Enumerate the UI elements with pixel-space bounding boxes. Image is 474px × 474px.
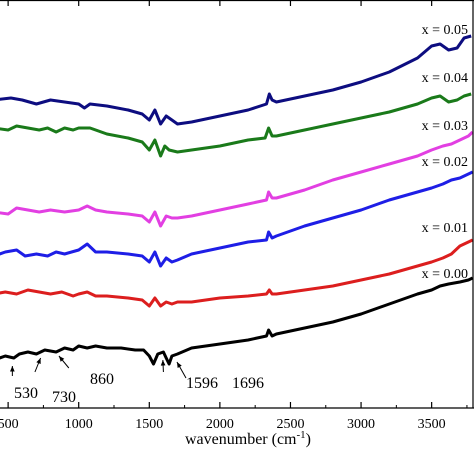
series-line <box>0 34 472 126</box>
annotation-arrowhead <box>36 358 41 364</box>
x-tick-label: 1500 <box>135 417 163 432</box>
annotation-arrowhead <box>160 360 166 366</box>
x-tick-label: 2500 <box>276 417 304 432</box>
annotation-label: 1696 <box>232 375 264 392</box>
annotation-arrowhead <box>10 366 15 372</box>
series-label: x = 0.00 <box>422 267 468 282</box>
series-label: x = 0.01 <box>422 221 468 236</box>
x-axis-title: wavenumber (cm-1) <box>185 429 311 448</box>
series-line <box>0 170 474 268</box>
series-label: x = 0.05 <box>422 23 468 38</box>
x-tick-label: 3500 <box>418 417 446 432</box>
series-label: x = 0.04 <box>422 71 468 86</box>
x-tick-label: 2000 <box>206 417 234 432</box>
series-line <box>0 92 472 158</box>
series-line <box>0 238 474 308</box>
x-axis-title-close: ) <box>306 431 311 448</box>
x-tick-label: 1000 <box>65 417 93 432</box>
x-tick-label: 3000 <box>347 417 375 432</box>
annotation-label: 530 <box>14 385 38 402</box>
annotation-label: 1596 <box>186 375 218 392</box>
annotation-label: 730 <box>52 389 76 406</box>
x-axis-title-superscript: -1 <box>297 429 306 441</box>
x-axis: 500 1000 1500 2000 2500 3000 3500 <box>0 0 474 432</box>
plot-area: x = 0.05 x = 0.04 x = 0.03 x = 0.02 x = 0.01… <box>0 23 474 406</box>
annotation-label: 860 <box>90 371 114 388</box>
series-line <box>0 276 474 366</box>
series-label: x = 0.03 <box>422 119 468 134</box>
annotation-arrowhead <box>176 362 182 368</box>
series-line <box>0 130 474 228</box>
x-tick-label: 500 <box>0 417 19 432</box>
annotation-arrowhead <box>58 356 65 362</box>
series-label: x = 0.02 <box>422 155 468 170</box>
